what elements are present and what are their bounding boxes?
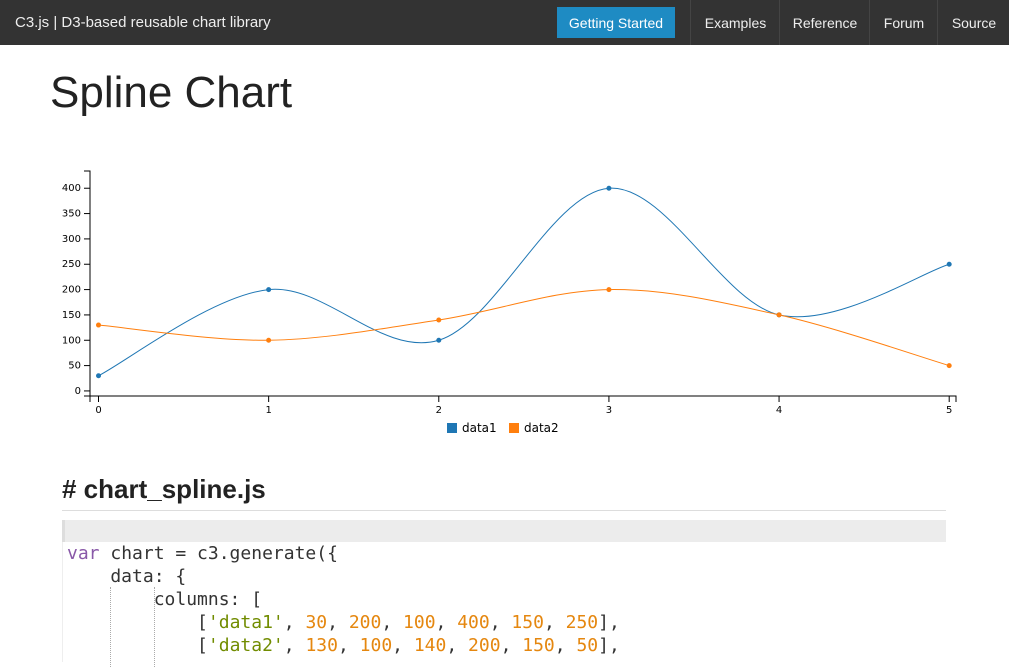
code-line: data: { <box>67 565 186 588</box>
code-toolbar <box>62 520 946 542</box>
y-axis <box>84 170 91 397</box>
code-token: chart = c3.generate({ <box>99 543 338 564</box>
y-tick-label: 50 <box>68 361 81 372</box>
nav-link[interactable]: Examples <box>690 0 780 45</box>
data-point <box>606 185 612 191</box>
code-token: columns: [ <box>67 589 263 610</box>
legend-label: data1 <box>462 421 497 435</box>
x-axis <box>89 395 957 402</box>
code-token: , <box>283 612 306 633</box>
legend-label: data2 <box>524 421 559 435</box>
y-tick-label: 0 <box>75 386 81 397</box>
nav-link[interactable]: Source <box>937 0 1009 45</box>
code-token: 150 <box>522 635 555 656</box>
data-point <box>776 312 782 318</box>
data-point <box>266 337 272 343</box>
page-title: Spline Chart <box>50 68 293 117</box>
code-token: , <box>283 635 306 656</box>
nav-link[interactable]: Forum <box>869 0 938 45</box>
code-token: 'data2' <box>207 635 284 656</box>
code-token: , <box>554 635 577 656</box>
code-token: 140 <box>413 635 447 656</box>
brand[interactable]: C3.js | D3-based reusable chart library <box>15 14 271 31</box>
code-token: 'data1' <box>207 612 284 633</box>
code-token: , <box>327 612 349 633</box>
code-token: , <box>337 635 360 656</box>
data-point <box>606 287 612 293</box>
y-tick-label: 100 <box>62 335 81 346</box>
code-token: ], <box>598 635 620 656</box>
code-token: , <box>489 612 512 633</box>
legend-swatch <box>509 423 519 433</box>
y-tick-label: 400 <box>62 183 81 194</box>
x-tick-label: 3 <box>606 405 612 416</box>
code-line: columns: [ <box>67 588 262 611</box>
navbar: C3.js | D3-based reusable chart library … <box>0 0 1009 45</box>
code-line: ['data2', 130, 100, 140, 200, 150, 50], <box>67 634 620 657</box>
nav-link[interactable]: Reference <box>779 0 870 45</box>
data-point <box>96 322 102 328</box>
code-token: , <box>392 635 414 656</box>
x-tick-label: 1 <box>265 405 271 416</box>
code-token: , <box>381 612 404 633</box>
data-point <box>946 261 952 267</box>
code-token: [ <box>67 635 208 656</box>
code-token: 100 <box>403 612 436 633</box>
code-token: 200 <box>348 612 382 633</box>
x-tick-label: 0 <box>95 405 101 416</box>
y-tick-label: 350 <box>62 209 81 220</box>
x-tick-label: 5 <box>946 405 952 416</box>
code-token: , <box>500 635 523 656</box>
data-point <box>266 287 272 293</box>
code-block: var chart = c3.generate({ data: { column… <box>62 542 947 667</box>
y-tick-label: 300 <box>62 234 81 245</box>
y-tick-label: 200 <box>62 285 81 296</box>
code-token: [ <box>67 612 208 633</box>
x-tick-label: 2 <box>436 405 442 416</box>
code-token: 250 <box>565 612 599 633</box>
code-token: var <box>67 543 100 564</box>
code-token: 50 <box>576 635 599 656</box>
y-tick-label: 250 <box>62 259 81 270</box>
code-token: 100 <box>359 635 393 656</box>
data-point <box>436 337 442 343</box>
code-token: , <box>446 635 469 656</box>
code-token: data: { <box>67 566 187 587</box>
code-line: var chart = c3.generate({ <box>67 542 338 565</box>
x-tick-label: 4 <box>776 405 782 416</box>
chart: 0 50 100 150 200 250 300 350 400 0 1 2 3 4 5 data1 data2 <box>62 170 957 435</box>
code-token: , <box>543 612 566 633</box>
code-heading: # chart_spline.js <box>62 474 266 504</box>
code-token: 400 <box>457 612 490 633</box>
rule <box>62 510 946 511</box>
code-token: 200 <box>468 635 501 656</box>
indent-guide <box>110 587 111 667</box>
series-line <box>98 187 950 377</box>
series-line <box>98 289 950 367</box>
data-point <box>96 373 102 379</box>
code-token: 30 <box>305 612 328 633</box>
data-point <box>436 317 442 323</box>
code-token: ], <box>598 612 620 633</box>
legend-swatch <box>447 423 457 433</box>
y-tick-label: 150 <box>62 310 81 321</box>
indent-guide <box>154 587 155 667</box>
code-token: 150 <box>511 612 544 633</box>
data-point <box>946 363 952 369</box>
code-line: ['data1', 30, 200, 100, 400, 150, 250], <box>67 611 620 634</box>
code-token: , <box>435 612 458 633</box>
getting-started-button[interactable]: Getting Started <box>557 7 675 38</box>
code-token: 130 <box>305 635 338 656</box>
